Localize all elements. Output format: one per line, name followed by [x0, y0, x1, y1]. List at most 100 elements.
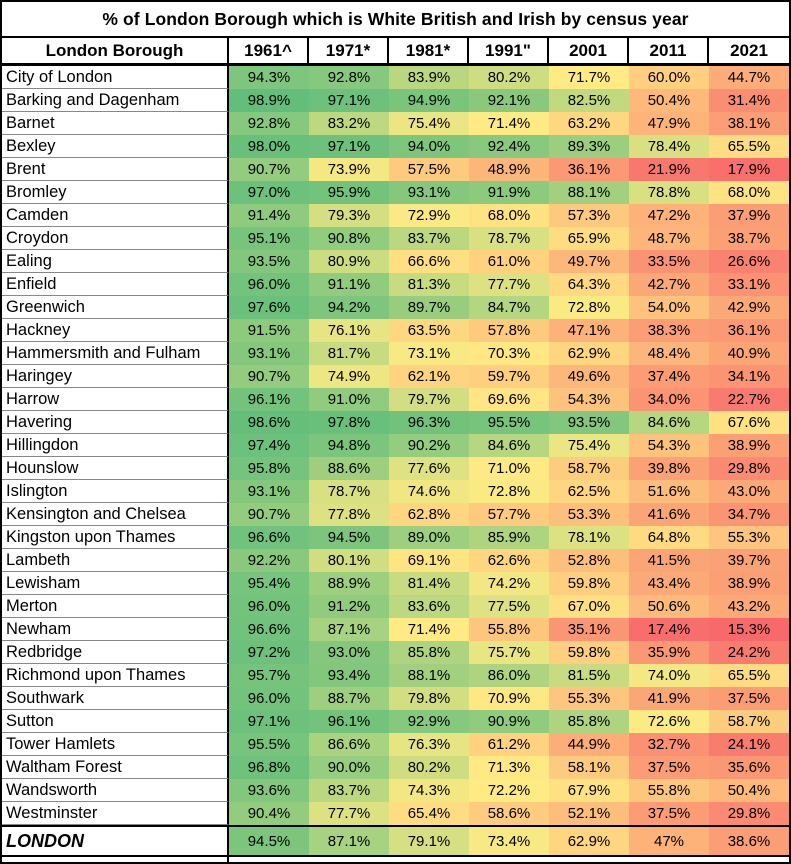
value-cell: 41.9% — [629, 687, 709, 710]
borough-name-cell: Hounslow — [2, 457, 229, 480]
value-cell: 59.7% — [469, 365, 549, 388]
value-cell: 62.9% — [549, 342, 629, 365]
value-cell: 71.4% — [469, 112, 549, 135]
value-cell: 51.6% — [629, 480, 709, 503]
value-cell: 81.4% — [389, 572, 469, 595]
table-row: Westminster 90.4% 77.7% 65.4% 58.6% 52.1% 37.5… — [2, 802, 789, 825]
borough-name-cell: Enfield — [2, 273, 229, 296]
table-row: Newham 96.6% 87.1% 71.4% 55.8% 35.1% 17.4% 15.3… — [2, 618, 789, 641]
borough-name-cell: Barnet — [2, 112, 229, 135]
value-cell: 84.6% — [469, 434, 549, 457]
borough-name-cell: Islington — [2, 480, 229, 503]
value-cell: 96.0% — [229, 687, 309, 710]
value-cell: 94.5% — [309, 526, 389, 549]
value-cell: 72.8% — [469, 480, 549, 503]
value-cell: 29.8% — [709, 457, 789, 480]
value-cell: 34.1% — [709, 365, 789, 388]
table-row: Kingston upon Thames 96.6% 94.5% 89.0% 85.9%… — [2, 526, 789, 549]
value-cell: 77.7% — [309, 802, 389, 825]
value-cell: 97.1% — [309, 135, 389, 158]
value-cell: 49.7% — [549, 250, 629, 273]
borough-name-cell: Redbridge — [2, 641, 229, 664]
value-cell: 92.1% — [469, 89, 549, 112]
value-cell: 67.9% — [549, 779, 629, 802]
value-cell: 93.4% — [309, 664, 389, 687]
value-cell: 90.0% — [309, 756, 389, 779]
value-cell: 90.7% — [229, 503, 309, 526]
value-cell: 24.2% — [709, 641, 789, 664]
borough-name-cell: Hillingdon — [2, 434, 229, 457]
value-cell: 47.1% — [549, 319, 629, 342]
value-cell: 34.7% — [709, 503, 789, 526]
value-cell: 81.7% — [309, 342, 389, 365]
value-cell: 88.9% — [309, 572, 389, 595]
table-row: Enfield 96.0% 91.1% 81.3% 77.7% 64.3% 42.7% 33.… — [2, 273, 789, 296]
value-cell: 67.6% — [709, 411, 789, 434]
value-cell: 65.9% — [549, 227, 629, 250]
value-cell: 65.4% — [389, 802, 469, 825]
table-row: Merton 96.0% 91.2% 83.6% 77.5% 67.0% 50.6% 43.2… — [2, 595, 789, 618]
borough-name-cell: Lewisham — [2, 572, 229, 595]
borough-name-cell: Barking and Dagenham — [2, 89, 229, 112]
value-cell: 94.0% — [389, 135, 469, 158]
value-cell: 84.7% — [469, 296, 549, 319]
value-cell: 88.6% — [309, 457, 389, 480]
value-cell: 83.7% — [389, 227, 469, 250]
value-cell: 21.9% — [629, 158, 709, 181]
value-cell: 71.3% — [469, 756, 549, 779]
value-cell: 80.1% — [309, 549, 389, 572]
borough-name-cell: Wandsworth — [2, 779, 229, 802]
value-cell: 91.2% — [309, 595, 389, 618]
borough-name-cell: Richmond upon Thames — [2, 664, 229, 687]
value-cell: 90.8% — [309, 227, 389, 250]
value-cell: 97.8% — [309, 411, 389, 434]
value-cell: 71.4% — [389, 618, 469, 641]
value-cell: 35.6% — [709, 756, 789, 779]
value-cell: 72.9% — [389, 204, 469, 227]
value-cell: 62.6% — [469, 549, 549, 572]
value-cell: 54.3% — [629, 434, 709, 457]
value-cell: 62.8% — [389, 503, 469, 526]
value-cell: 93.1% — [229, 480, 309, 503]
value-cell: 44.9% — [549, 733, 629, 756]
value-cell: 97.1% — [229, 710, 309, 733]
borough-name-cell: Lambeth — [2, 549, 229, 572]
value-cell: 85.8% — [549, 710, 629, 733]
table-row: Lewisham 95.4% 88.9% 81.4% 74.2% 59.8% 43.4% 38… — [2, 572, 789, 595]
value-cell: 91.9% — [469, 181, 549, 204]
value-cell: 55.8% — [629, 779, 709, 802]
borough-name-cell: Merton — [2, 595, 229, 618]
value-cell: 59.8% — [549, 572, 629, 595]
value-cell: 64.8% — [629, 526, 709, 549]
value-cell: 84.6% — [629, 411, 709, 434]
value-cell: 90.7% — [229, 365, 309, 388]
table-row: Tower Hamlets 95.5% 86.6% 76.3% 61.2% 44.9% 32… — [2, 733, 789, 756]
borough-name-cell: Croydon — [2, 227, 229, 250]
value-cell: 38.9% — [709, 572, 789, 595]
value-cell: 26.6% — [709, 250, 789, 273]
value-cell: 64.3% — [549, 273, 629, 296]
value-cell: 89.0% — [389, 526, 469, 549]
value-cell: 81.3% — [389, 273, 469, 296]
borough-name-cell: Kensington and Chelsea — [2, 503, 229, 526]
value-cell: 85.9% — [469, 526, 549, 549]
value-cell: 93.1% — [229, 342, 309, 365]
value-cell: 95.1% — [229, 227, 309, 250]
value-cell: 94.8% — [309, 434, 389, 457]
borough-name-cell: Harrow — [2, 388, 229, 411]
total-name-cell: LONDON — [2, 827, 229, 855]
value-cell: 58.6% — [469, 802, 549, 825]
table-row: Barking and Dagenham 98.9% 97.1% 94.9% 92.1%… — [2, 89, 789, 112]
value-cell: 97.4% — [229, 434, 309, 457]
value-cell: 82.5% — [549, 89, 629, 112]
value-cell: 96.0% — [229, 595, 309, 618]
value-cell: 80.2% — [469, 66, 549, 89]
value-cell: 61.2% — [469, 733, 549, 756]
value-cell: 76.1% — [309, 319, 389, 342]
value-cell: 74.2% — [469, 572, 549, 595]
value-cell: 93.1% — [389, 181, 469, 204]
value-cell: 36.1% — [709, 319, 789, 342]
value-cell: 37.5% — [629, 756, 709, 779]
value-cell: 53.3% — [549, 503, 629, 526]
